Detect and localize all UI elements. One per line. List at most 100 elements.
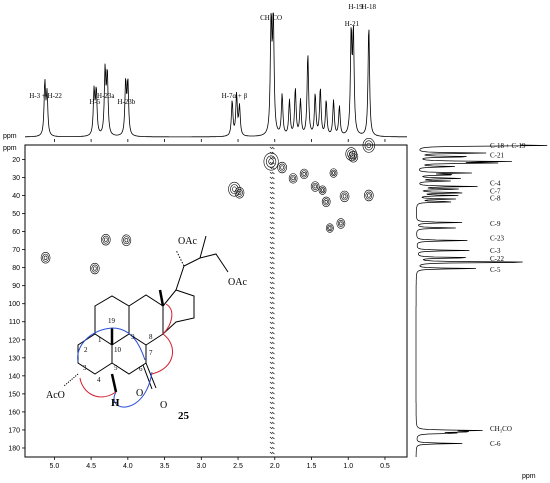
noise-dash	[271, 196, 275, 200]
contour-ring	[265, 155, 277, 168]
contour-ring	[278, 163, 286, 172]
noise-dash	[271, 331, 275, 335]
x-tick-label: 2.5	[233, 463, 243, 470]
ketone-oxygen-label: O	[160, 400, 167, 411]
cross-peak	[310, 181, 320, 192]
contour-ring	[290, 174, 297, 182]
compound-number: 25	[178, 410, 190, 422]
noise-dash	[271, 446, 275, 450]
noise-dash	[271, 336, 275, 340]
y-tick-label: 20	[12, 157, 20, 164]
y-tick-label: 40	[12, 193, 20, 200]
contour-ring	[318, 185, 327, 195]
contour-ring	[363, 189, 374, 202]
noise-dash	[269, 271, 273, 275]
contour-ring	[121, 234, 132, 246]
atom-number-6: 6	[139, 365, 143, 373]
contour-ring	[341, 192, 348, 201]
x-axis-ticks: 5.0 4.5 4.0 3.5 3.0 2.5 2.0 1.5 1.0 0.5	[50, 139, 390, 470]
noise-dash	[269, 331, 273, 335]
noise-dash	[271, 286, 275, 290]
noise-dash	[269, 341, 273, 345]
noise-dash	[269, 261, 273, 265]
noise-dash	[269, 426, 273, 430]
cross-peak	[339, 190, 350, 203]
noise-dash	[269, 256, 273, 260]
contour-ring	[310, 181, 320, 192]
noise-dash	[269, 236, 273, 240]
contour-ring	[234, 187, 245, 199]
contour-ring	[365, 191, 373, 200]
ring-oxygen-label: O	[136, 388, 143, 399]
contour-ring	[351, 154, 356, 159]
proton-spectrum-trace	[25, 12, 407, 138]
noise-dash	[271, 146, 275, 150]
contour-ring	[366, 142, 372, 149]
noise-dash	[269, 191, 273, 195]
noise-dash	[269, 221, 273, 225]
carbon-label: C-22	[490, 255, 505, 263]
carbon-peak-labels: C-18 + C-19C-21 C-4C-7C-8 C-9 C-23 C-3C-22 C-…	[490, 142, 526, 448]
cross-peak	[325, 223, 334, 233]
noise-dash	[269, 186, 273, 190]
y-tick-label: 110	[9, 319, 20, 326]
noise-dash	[269, 406, 273, 410]
noise-dash	[271, 346, 275, 350]
noise-dash	[271, 171, 275, 175]
carbon-label: C-4	[490, 179, 501, 187]
noise-dash	[269, 276, 273, 280]
side-chain-end	[199, 253, 229, 273]
noise-dash	[271, 236, 275, 240]
contour-ring	[91, 264, 99, 273]
noise-dash	[269, 286, 273, 290]
noise-dash	[269, 216, 273, 220]
noise-dash	[269, 246, 273, 250]
proton-label: H-3 + H-22	[29, 92, 62, 100]
noise-dash	[271, 316, 275, 320]
contour-ring	[101, 233, 111, 246]
noise-dash	[269, 351, 273, 355]
noise-dash	[271, 181, 275, 185]
atom-number-19: 19	[108, 317, 116, 325]
noise-dash	[271, 271, 275, 275]
proton-label: H-18	[362, 3, 377, 11]
y-tick-label: 80	[12, 265, 20, 272]
noise-dash	[269, 361, 273, 365]
carbon-label: C-6	[490, 440, 501, 448]
carbon-spectrum-trace	[415, 144, 548, 457]
contour-ring	[263, 152, 279, 171]
noise-dash	[269, 241, 273, 245]
contour-ring	[329, 168, 338, 178]
aco-bond	[63, 373, 79, 387]
contour-ring	[291, 176, 295, 181]
contour-ring	[313, 184, 317, 189]
cross-peak	[89, 262, 100, 275]
t1-noise-streaks	[269, 146, 275, 455]
y-tick-label: 50	[12, 211, 20, 218]
noise-dash	[269, 376, 273, 380]
contour-ring	[362, 138, 375, 153]
x-tick-label: 4.0	[123, 463, 133, 470]
ring-b	[111, 333, 147, 375]
noise-dash	[271, 436, 275, 440]
noise-dash	[271, 156, 275, 160]
contour-ring	[321, 188, 325, 192]
x-tick-label: 5.0	[50, 463, 60, 470]
carbon-1d-projection: C-18 + C-19C-21 C-4C-7C-8 C-9 C-23 C-3C-22 C-…	[415, 142, 548, 457]
noise-dash	[269, 171, 273, 175]
cross-peak	[362, 138, 375, 153]
contour-ring	[348, 151, 359, 163]
carbon-label: C-5	[490, 266, 501, 274]
y-tick-label: 100	[8, 301, 20, 308]
proton-label: H-5	[89, 98, 100, 106]
contour-ring	[237, 190, 242, 195]
oac-chain-label-2: OAc	[228, 277, 247, 288]
noise-dash	[271, 326, 275, 330]
atom-number-4: 4	[97, 376, 101, 384]
contour-ring	[350, 152, 357, 161]
atom-number-7: 7	[149, 349, 153, 357]
hmbc-arrow-1	[77, 327, 113, 363]
carbon-label: CH₃CO	[490, 425, 512, 433]
carbon-label: C-7	[490, 187, 501, 195]
